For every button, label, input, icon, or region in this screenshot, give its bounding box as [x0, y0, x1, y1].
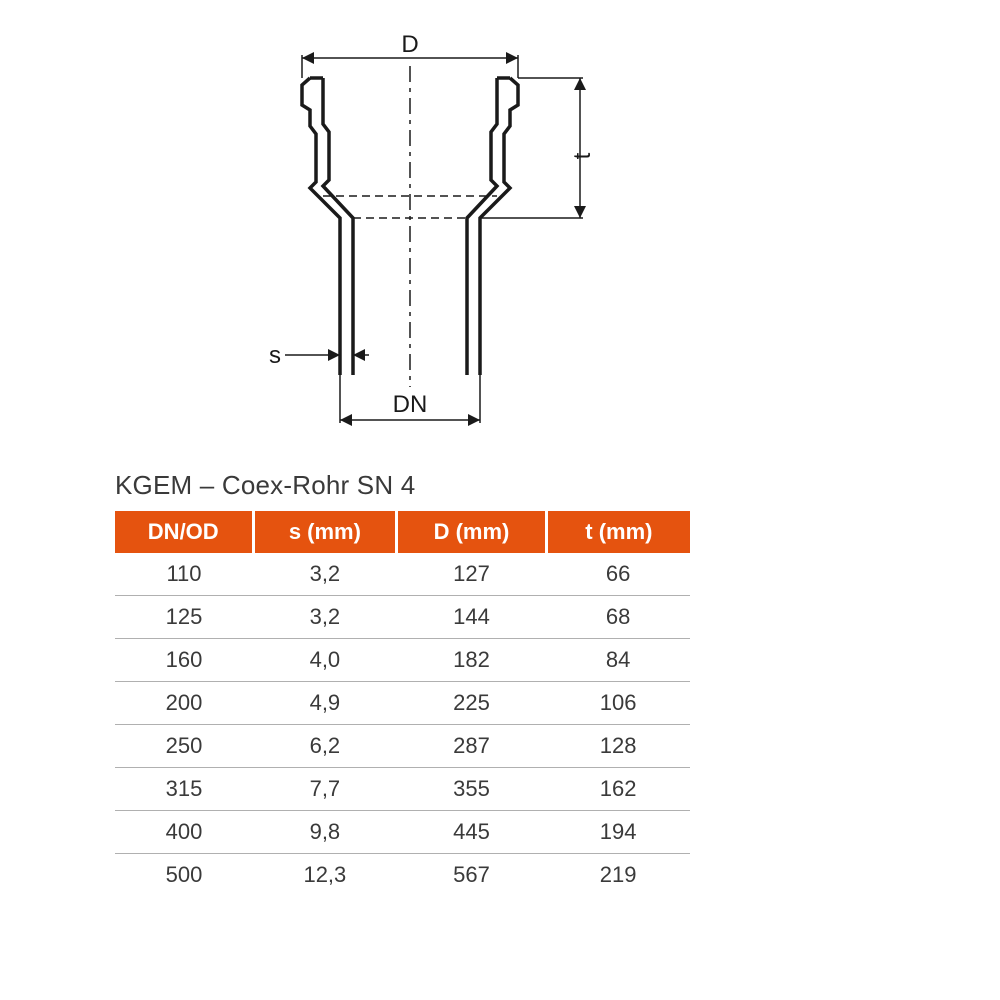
- table-cell: 12,3: [253, 854, 397, 897]
- table-cell: 225: [397, 682, 547, 725]
- table-cell: 84: [546, 639, 690, 682]
- table-cell: 3,2: [253, 553, 397, 596]
- table-cell: 68: [546, 596, 690, 639]
- svg-text:DN: DN: [393, 391, 428, 418]
- table-cell: 127: [397, 553, 547, 596]
- table-cell: 128: [546, 725, 690, 768]
- table-cell: 4,0: [253, 639, 397, 682]
- table-row: 50012,3567219: [115, 854, 690, 897]
- table-cell: 125: [115, 596, 253, 639]
- table-cell: 445: [397, 811, 547, 854]
- table-cell: 287: [397, 725, 547, 768]
- table-cell: 567: [397, 854, 547, 897]
- table-cell: 4,9: [253, 682, 397, 725]
- table-cell: 3,2: [253, 596, 397, 639]
- table-cell: 315: [115, 768, 253, 811]
- table-cell: 9,8: [253, 811, 397, 854]
- table-title: KGEM – Coex-Rohr SN 4: [115, 470, 690, 501]
- table-row: 1103,212766: [115, 553, 690, 596]
- table-row: 1604,018284: [115, 639, 690, 682]
- svg-text:s: s: [269, 342, 281, 369]
- table-cell: 7,7: [253, 768, 397, 811]
- svg-text:D: D: [401, 31, 418, 58]
- table-cell: 66: [546, 553, 690, 596]
- table-row: 3157,7355162: [115, 768, 690, 811]
- table-cell: 355: [397, 768, 547, 811]
- table-row: 1253,214468: [115, 596, 690, 639]
- table-cell: 6,2: [253, 725, 397, 768]
- table-cell: 144: [397, 596, 547, 639]
- spec-table: DN/ODs (mm)D (mm)t (mm) 1103,2127661253,…: [115, 511, 690, 896]
- pipe-svg: Dt DN s: [190, 30, 670, 450]
- table-cell: 106: [546, 682, 690, 725]
- table-row: 4009,8445194: [115, 811, 690, 854]
- table-cell: 400: [115, 811, 253, 854]
- column-header: s (mm): [253, 511, 397, 553]
- table-row: 2004,9225106: [115, 682, 690, 725]
- column-header: t (mm): [546, 511, 690, 553]
- table-cell: 194: [546, 811, 690, 854]
- table-row: 2506,2287128: [115, 725, 690, 768]
- pipe-diagram: Dt DN s: [190, 30, 670, 450]
- table-cell: 200: [115, 682, 253, 725]
- table-cell: 110: [115, 553, 253, 596]
- table-cell: 250: [115, 725, 253, 768]
- table-cell: 219: [546, 854, 690, 897]
- svg-text:t: t: [569, 152, 596, 159]
- table-cell: 500: [115, 854, 253, 897]
- column-header: D (mm): [397, 511, 547, 553]
- column-header: DN/OD: [115, 511, 253, 553]
- table-cell: 182: [397, 639, 547, 682]
- spec-table-area: KGEM – Coex-Rohr SN 4 DN/ODs (mm)D (mm)t…: [115, 470, 690, 896]
- table-cell: 160: [115, 639, 253, 682]
- table-cell: 162: [546, 768, 690, 811]
